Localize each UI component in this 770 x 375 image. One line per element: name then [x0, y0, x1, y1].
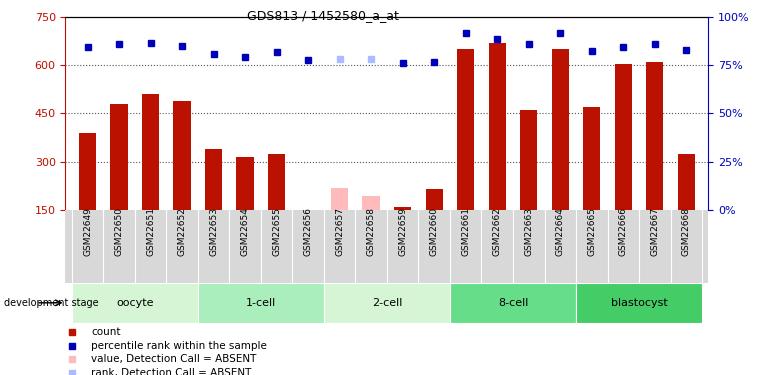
Bar: [198, 283, 324, 322]
Bar: [110, 104, 128, 210]
Text: 1-cell: 1-cell: [246, 298, 276, 308]
Bar: [268, 154, 285, 210]
Bar: [489, 43, 506, 210]
Bar: [331, 188, 348, 210]
Bar: [576, 283, 702, 322]
Bar: [426, 189, 443, 210]
Bar: [450, 283, 576, 322]
Bar: [394, 207, 411, 210]
Bar: [646, 62, 664, 210]
Text: rank, Detection Call = ABSENT: rank, Detection Call = ABSENT: [91, 368, 252, 375]
Text: 2-cell: 2-cell: [372, 298, 402, 308]
Bar: [457, 49, 474, 210]
Bar: [614, 63, 632, 210]
Text: oocyte: oocyte: [116, 298, 153, 308]
Text: development stage: development stage: [4, 298, 99, 308]
Bar: [173, 100, 191, 210]
Bar: [79, 133, 96, 210]
Bar: [363, 195, 380, 210]
Bar: [236, 157, 254, 210]
Text: GDS813 / 1452580_a_at: GDS813 / 1452580_a_at: [247, 9, 400, 22]
Text: blastocyst: blastocyst: [611, 298, 668, 308]
Bar: [551, 49, 569, 210]
Text: 8-cell: 8-cell: [498, 298, 528, 308]
Text: value, Detection Call = ABSENT: value, Detection Call = ABSENT: [91, 354, 256, 364]
Bar: [520, 110, 537, 210]
Text: percentile rank within the sample: percentile rank within the sample: [91, 340, 267, 351]
Bar: [142, 94, 159, 210]
Bar: [583, 107, 601, 210]
Bar: [205, 149, 223, 210]
Text: count: count: [91, 327, 121, 337]
Bar: [72, 283, 198, 322]
Bar: [324, 283, 450, 322]
Bar: [678, 154, 695, 210]
